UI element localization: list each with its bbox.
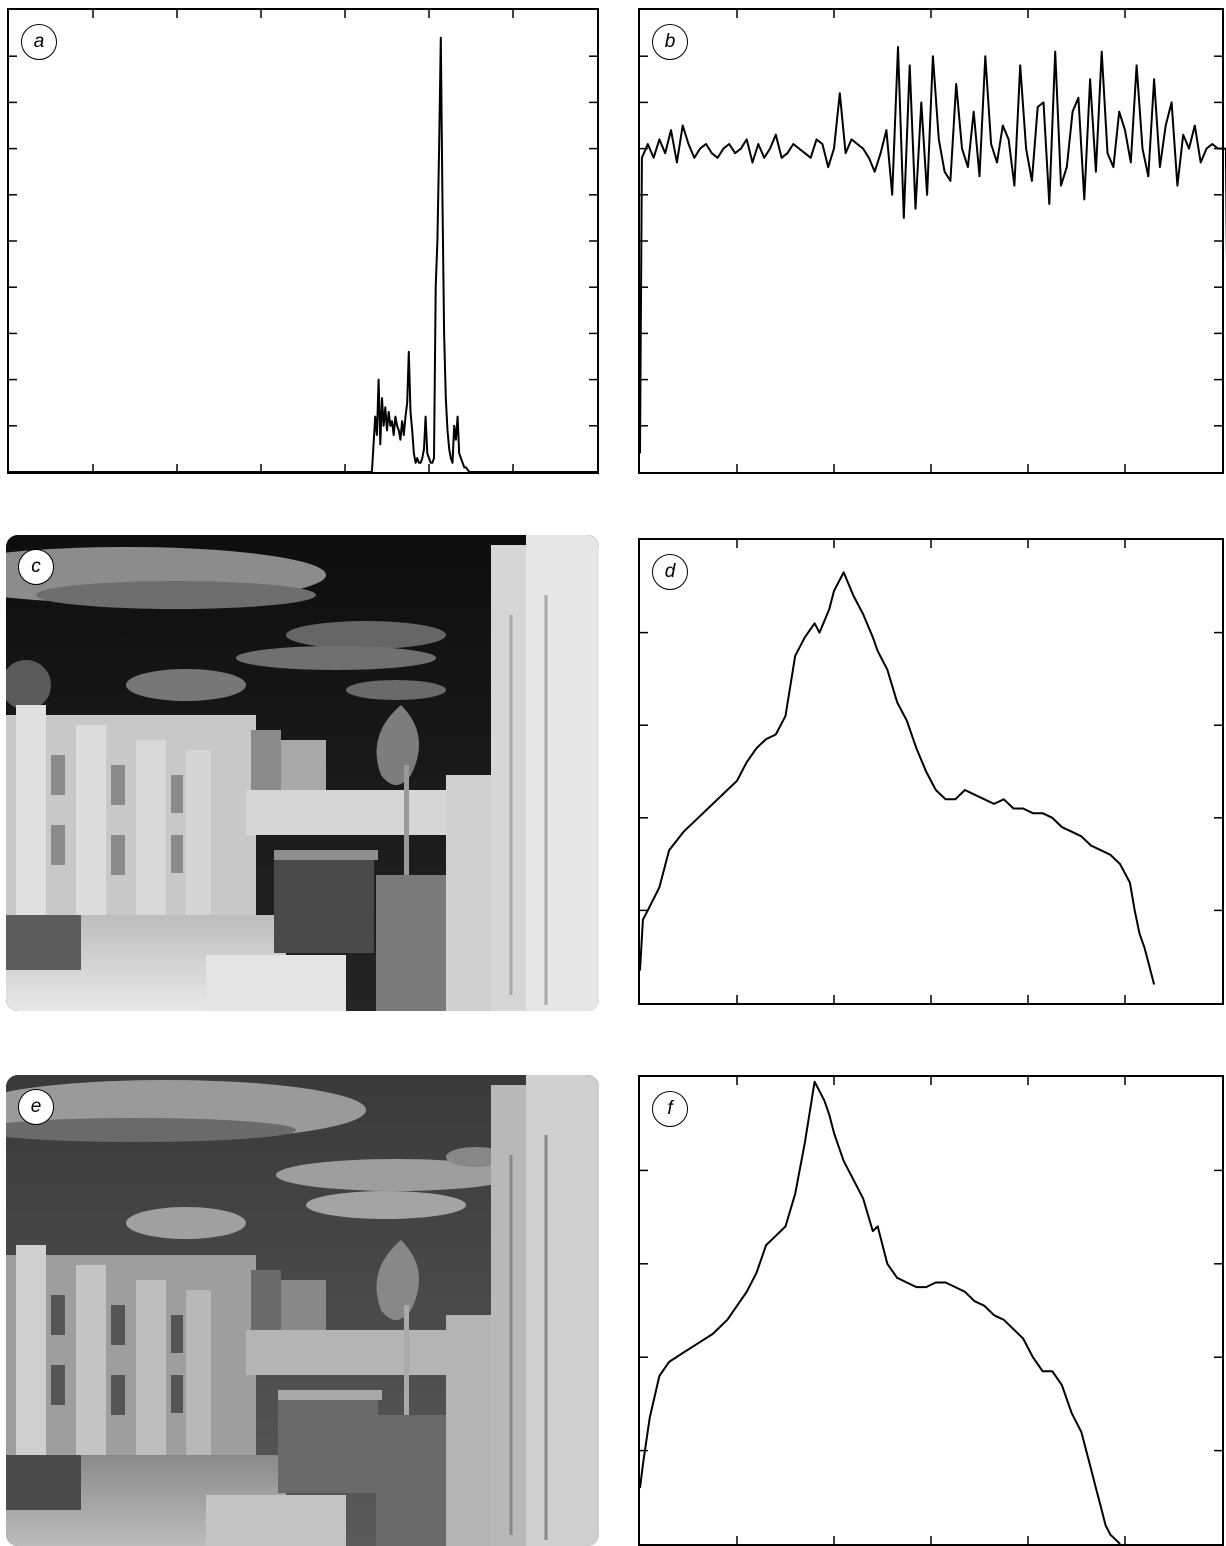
chart-d: d: [638, 538, 1224, 1005]
panel-label-b: b: [652, 24, 688, 60]
chart-b-svg: [639, 10, 1226, 472]
chart-f: f: [638, 1075, 1224, 1546]
chart-b: b: [638, 8, 1226, 474]
series-line-b: [639, 46, 1226, 454]
thermal-scene-e: [6, 1075, 599, 1546]
chart-a-svg: [9, 10, 597, 473]
chart-f-svg: [639, 1077, 1222, 1545]
thermal-image-e: e: [6, 1075, 599, 1546]
panel-label-f: f: [652, 1091, 688, 1127]
panel-label-c: c: [18, 549, 54, 585]
chart-d-svg: [639, 540, 1222, 1003]
series-line-f: [639, 1080, 1121, 1545]
panel-label-d: d: [652, 554, 688, 590]
panel-label-e: e: [18, 1089, 54, 1125]
chart-a: a: [7, 8, 599, 474]
thermal-scene-c: [6, 535, 599, 1011]
panel-label-a: a: [21, 24, 57, 60]
series-line-a: [9, 36, 597, 473]
series-line-d: [639, 571, 1156, 985]
thermal-image-c: c: [6, 535, 599, 1011]
